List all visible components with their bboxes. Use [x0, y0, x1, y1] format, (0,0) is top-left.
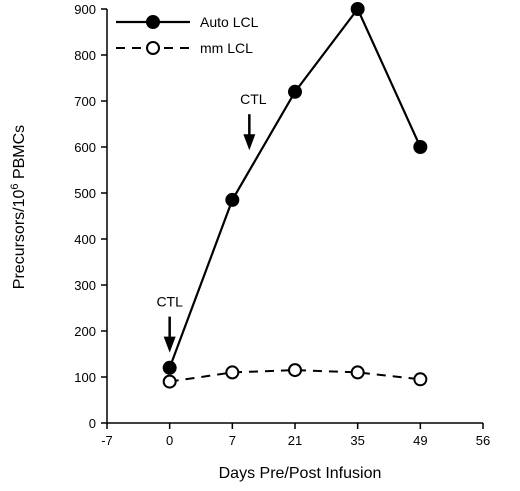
- series-point-1: [225, 365, 240, 380]
- y-tick-label: 500: [74, 186, 96, 201]
- y-axis-title-superscript: 6: [9, 183, 21, 189]
- x-tick-label: 21: [288, 433, 302, 448]
- x-tick-label: 35: [350, 433, 364, 448]
- series-line-1: [169, 369, 421, 383]
- series-point-1: [413, 372, 428, 387]
- x-tick-label: 49: [413, 433, 427, 448]
- y-tick-label: 200: [74, 324, 96, 339]
- axes: 0 100 200 300 400 500 600 700 800 900 -7 0 7 21 35 49 56: [74, 2, 490, 448]
- x-tick-label: -7: [101, 433, 113, 448]
- series-point-0: [350, 2, 365, 16]
- x-tick-label: 7: [229, 433, 236, 448]
- legend-marker: [146, 15, 160, 29]
- series-point-0: [162, 360, 177, 375]
- legend-label: mm LCL: [200, 40, 253, 56]
- annotation-label: CTL: [156, 294, 183, 310]
- y-tick-label: 300: [74, 278, 96, 293]
- series-point-0: [225, 192, 240, 207]
- legend: Auto LCL mm LCL: [116, 14, 259, 56]
- y-axis-title-tail: PBMCs: [11, 125, 28, 184]
- y-tick-label: 800: [74, 48, 96, 63]
- x-tick-label: 0: [166, 433, 173, 448]
- y-tick-label: 400: [74, 232, 96, 247]
- series-point-0: [288, 84, 302, 99]
- y-tick-label: 100: [74, 370, 96, 385]
- y-tick-label: 0: [89, 416, 96, 431]
- y-axis-title-main: Precursors/10: [11, 190, 28, 290]
- annotation-arrow-head: [163, 336, 176, 353]
- series-point-1: [162, 374, 177, 389]
- x-tick-label: 56: [476, 433, 490, 448]
- legend-marker: [146, 41, 160, 55]
- annotation-label: CTL: [240, 91, 267, 107]
- legend-label: Auto LCL: [200, 14, 259, 30]
- y-tick-label: 700: [74, 94, 96, 109]
- series-line-0: [168, 6, 422, 369]
- series-layer: [162, 2, 428, 389]
- y-tick-label: 900: [74, 2, 96, 17]
- series-point-0: [413, 140, 428, 154]
- y-axis-title: Precursors/106 PBMCs: [9, 125, 28, 289]
- y-tick-label: 600: [74, 140, 96, 155]
- x-axis-title: Days Pre/Post Infusion: [219, 465, 382, 482]
- annotations: CTL CTL: [156, 91, 267, 353]
- series-point-1: [350, 365, 365, 380]
- annotation-arrow-head: [243, 134, 256, 151]
- series-point-1: [288, 363, 302, 378]
